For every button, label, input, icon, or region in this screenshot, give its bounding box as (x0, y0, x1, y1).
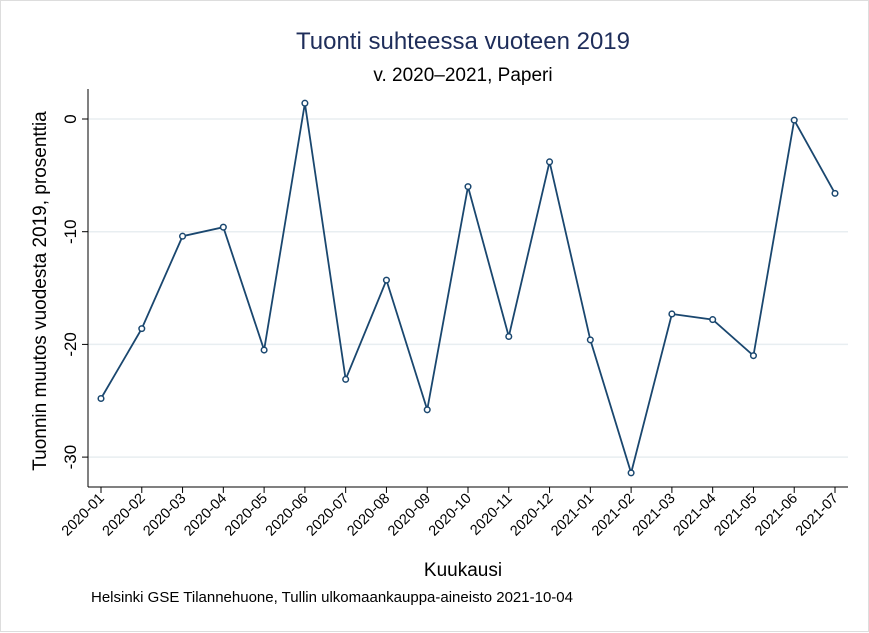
data-point (709, 316, 717, 324)
chart-title: Tuonti suhteessa vuoteen 2019 (296, 28, 630, 55)
data-point (97, 394, 105, 403)
y-axis-label: Tuonnin muutos vuodesta 2019, prosenttia (30, 111, 51, 471)
x-tick-label: 2020-07 (304, 491, 353, 540)
x-tick-label: 2021-06 (752, 491, 801, 540)
y-tick-label: -20 (61, 332, 80, 357)
x-tick-label: 2020-08 (344, 491, 393, 540)
x-tick-label: 2020-12 (507, 491, 556, 540)
x-tick-label: 2020-05 (222, 491, 271, 540)
data-point (301, 99, 309, 107)
x-tick-label: 2020-10 (426, 491, 475, 540)
series-line (100, 103, 836, 477)
x-tick-label: 2021-05 (711, 491, 760, 540)
x-tick-label: 2021-02 (589, 491, 638, 540)
y-tick-label: -30 (61, 445, 80, 470)
x-tick-label: 2021-01 (548, 491, 597, 540)
x-tick-label: 2021-04 (671, 491, 720, 540)
x-tick-label: 2020-02 (100, 491, 149, 540)
x-tick-label: 2020-01 (59, 491, 108, 540)
data-point (219, 223, 227, 231)
y-tick-label: 0 (61, 114, 80, 123)
data-point (464, 183, 472, 191)
data-point (668, 310, 676, 318)
data-point (423, 406, 431, 414)
data-point (138, 325, 146, 333)
chart-subtitle: v. 2020–2021, Paperi (373, 65, 552, 86)
x-tick-label: 2021-07 (793, 491, 842, 540)
data-point (260, 346, 268, 354)
x-tick-label: 2020-03 (140, 491, 189, 540)
x-tick-label: 2020-09 (385, 491, 434, 540)
x-tick-label: 2020-11 (467, 491, 515, 539)
x-tick-label: 2020-06 (263, 491, 312, 540)
source-note: Helsinki GSE Tilannehuone, Tullin ulkoma… (91, 589, 573, 606)
x-tick-label: 2021-03 (630, 491, 679, 540)
data-point (382, 276, 390, 284)
x-axis-label: Kuukausi (424, 560, 502, 581)
data-point (546, 158, 554, 166)
y-tick-label: -10 (61, 219, 80, 244)
data-point (179, 232, 187, 240)
data-point (749, 352, 757, 360)
data-point (586, 336, 594, 344)
data-point (342, 375, 350, 383)
x-tick-label: 2020-04 (181, 491, 230, 540)
data-point (505, 332, 513, 341)
data-point (790, 116, 798, 124)
data-point (831, 189, 839, 197)
data-point (627, 469, 635, 477)
